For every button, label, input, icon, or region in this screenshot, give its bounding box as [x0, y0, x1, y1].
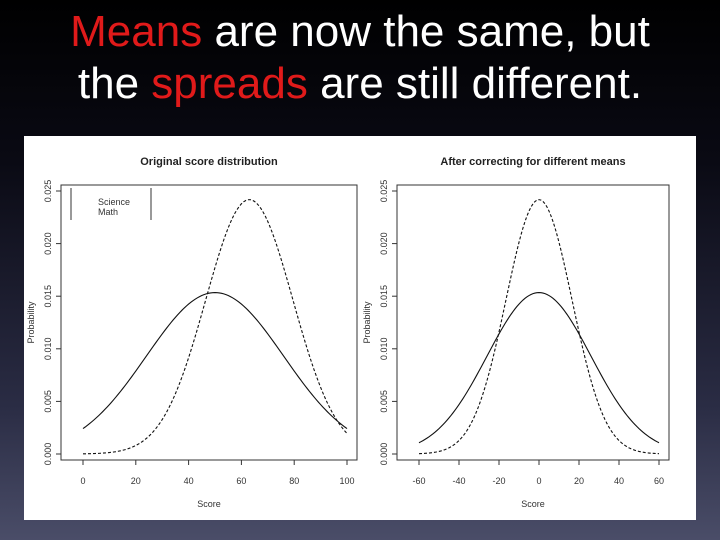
chart-2-series-wide-line: [418, 292, 660, 444]
chart-1-x-tick-label: 40: [184, 476, 194, 486]
chart-2-y-tick-label: 0.020: [379, 232, 389, 255]
title-highlight-spreads: spreads: [151, 59, 308, 108]
chart-1-plot-box: [60, 184, 358, 461]
chart-1-y-tick-label: 0.000: [43, 443, 53, 466]
chart-1-y-axis-label: Probability: [26, 301, 36, 344]
chart-1-legend-entry-science: Science: [98, 197, 130, 207]
plot-panel: Original score distribution 0 20 40 60 80 100 0…: [24, 136, 696, 520]
chart-1-x-tick-label: 20: [131, 476, 141, 486]
chart-2-series-narrow-line: [418, 199, 660, 455]
chart-2-y-tick-label: 0.025: [379, 180, 389, 203]
chart-1-x-tick-label: 0: [80, 476, 85, 486]
chart-1-x-axis-label: Score: [197, 499, 221, 509]
chart-2-y-tick-label: 0.010: [379, 338, 389, 361]
title-line-2-rest: are still different.: [307, 59, 643, 108]
title-highlight-means: Means: [70, 7, 203, 56]
slide-title: Means are now the same, but the spreads …: [0, 6, 720, 110]
chart-1-y-tick-label: 0.010: [43, 338, 53, 361]
chart-2-x-tick-label: 40: [614, 476, 624, 486]
chart-1-series-math-line: [82, 292, 348, 430]
chart-2-x-tick-label: -60: [412, 476, 425, 486]
chart-1-series-science-line: [82, 199, 348, 455]
charts-svg: Original score distribution 0 20 40 60 80 100 0…: [26, 156, 670, 509]
chart-2-y-tick-label: 0.000: [379, 443, 389, 466]
chart-2-x-tick-label: -20: [492, 476, 505, 486]
chart-2-x-tick-label: 0: [536, 476, 541, 486]
chart-2-x-tick-label: -40: [452, 476, 465, 486]
chart-2-y-axis-label: Probability: [362, 301, 372, 344]
chart-2-y-tick-label: 0.015: [379, 285, 389, 308]
title-line-2: the spreads are still different.: [0, 58, 720, 110]
chart-1-y-tick-label: 0.020: [43, 232, 53, 255]
title-line-1: Means are now the same, but: [0, 6, 720, 58]
chart-2-x-tick-label: 20: [574, 476, 584, 486]
chart-1-legend-entry-math: Math: [98, 207, 118, 217]
chart-2-x-axis-label: Score: [521, 499, 545, 509]
chart-2-y-tick-label: 0.005: [379, 390, 389, 413]
title-line-2-start: the: [77, 59, 152, 108]
chart-1-x-tick-label: 100: [339, 476, 354, 486]
chart-1-title: Original score distribution: [140, 156, 278, 168]
chart-1-y-tick-label: 0.025: [43, 180, 53, 203]
chart-1-legend-box: [71, 188, 151, 220]
chart-1-y-tick-label: 0.005: [43, 390, 53, 413]
title-line-1-rest: are now the same, but: [202, 7, 650, 56]
chart-2-title: After correcting for different means: [440, 156, 625, 168]
chart-1-x-tick-label: 60: [236, 476, 246, 486]
chart-1-y-tick-label: 0.015: [43, 285, 53, 308]
chart-2-plot-box: [396, 184, 670, 461]
chart-1-x-tick-label: 80: [289, 476, 299, 486]
chart-2-x-tick-label: 60: [654, 476, 664, 486]
